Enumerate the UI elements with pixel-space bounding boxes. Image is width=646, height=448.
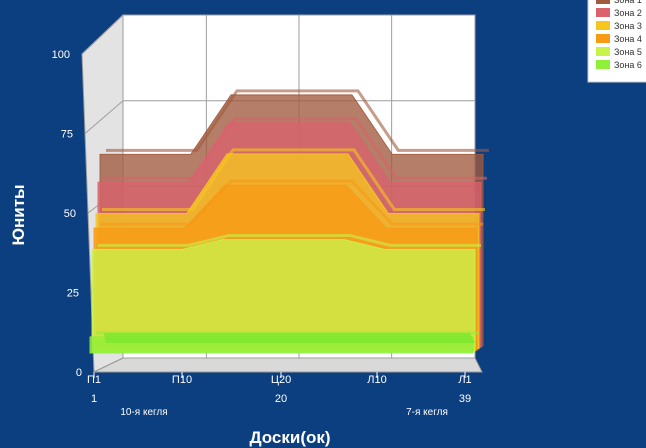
x-annotation-right: 7-я кегля: [406, 407, 448, 418]
legend: Зона 1 Зона 2 Зона 3 Зона 4 Зона 5 Зона 6: [587, 0, 646, 83]
y-tick-label: 25: [67, 288, 79, 300]
area-top-5: [98, 233, 481, 247]
legend-label: Зона 6: [614, 60, 642, 70]
y-tick-label: 0: [76, 367, 82, 379]
legend-swatch: [596, 47, 610, 56]
x-annotation-left: 10-я кегля: [120, 407, 167, 418]
legend-swatch: [596, 34, 610, 43]
legend-label: Зона 5: [614, 47, 642, 57]
legend-label: Зона 2: [614, 8, 642, 18]
legend-swatch: [596, 60, 610, 69]
x-axis-ticks: П1 П10 Ц20 Л10 Л1: [87, 372, 472, 386]
legend-swatch: [596, 8, 610, 17]
grid-line-left: [93, 357, 124, 373]
x-tick-label: П10: [172, 374, 192, 386]
y-axis-label: Юниты: [9, 184, 28, 245]
legend-swatch: [596, 21, 610, 30]
x-tick-label: Ц20: [271, 374, 291, 386]
area-6-floor: [104, 333, 475, 343]
x-number-start: 1: [91, 393, 97, 405]
y-axis-ticks: 0 25 50 75 100: [52, 49, 82, 379]
area-5: [91, 238, 476, 353]
x-tick-label: Л1: [458, 374, 471, 386]
legend-label: Зона 4: [614, 34, 642, 44]
area-top-1: [106, 89, 489, 152]
x-tick-label: Л10: [367, 374, 386, 386]
legend-label: Зона 1: [614, 0, 642, 5]
x-number-mid: 20: [275, 393, 287, 405]
y-tick-label: 50: [64, 208, 76, 220]
x-tick-label: П1: [87, 374, 101, 386]
area-top-4: [100, 179, 483, 226]
y-tick-label: 75: [61, 129, 73, 141]
area-top-2: [104, 117, 487, 180]
x-number-end: 39: [459, 393, 471, 405]
y-tick-label: 100: [52, 49, 70, 61]
area-series: [89, 89, 489, 354]
area-top-3: [102, 148, 485, 211]
grid-line-left: [84, 100, 124, 134]
legend-label: Зона 3: [614, 21, 642, 31]
x-axis-label: Доски(ок): [249, 428, 330, 447]
floor: [93, 357, 483, 373]
legend-swatch: [596, 0, 610, 4]
grid-line-left: [81, 14, 124, 55]
